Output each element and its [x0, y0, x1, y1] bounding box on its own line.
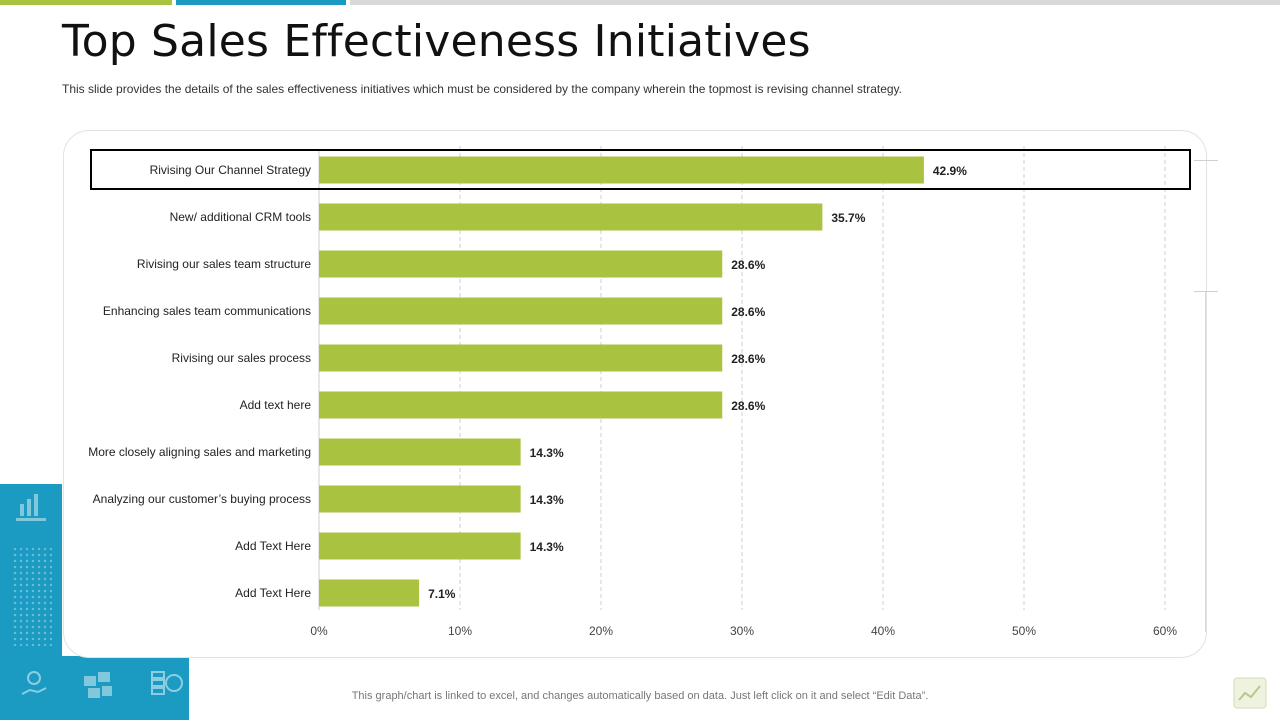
- data-label: 28.6%: [731, 352, 765, 366]
- data-label: 14.3%: [530, 540, 564, 554]
- footer-note: This graph/chart is linked to excel, and…: [351, 690, 929, 702]
- top-accent-blue: [176, 0, 346, 5]
- data-label: 35.7%: [831, 211, 865, 225]
- category-label: Enhancing sales team communications: [103, 304, 311, 318]
- bar: [319, 485, 521, 513]
- x-tick-label: 30%: [730, 624, 754, 638]
- growth-chart-icon: [16, 494, 46, 521]
- top-accent-grey: [350, 0, 1280, 5]
- coins-icon: [151, 671, 183, 695]
- bar: [319, 391, 723, 419]
- category-label: Add Text Here: [235, 539, 311, 553]
- page-title: Top Sales Effectiveness Initiatives: [62, 16, 811, 67]
- category-label: More closely aligning sales and marketin…: [88, 445, 311, 459]
- data-label: 7.1%: [428, 587, 456, 601]
- card-side-line: [1205, 292, 1206, 632]
- top-accent-green: [0, 0, 172, 5]
- data-label: 28.6%: [731, 258, 765, 272]
- bar: [319, 579, 420, 607]
- category-label: Add text here: [240, 398, 312, 412]
- puzzle-icon: [84, 672, 112, 698]
- card-tick-mid: [1194, 291, 1218, 292]
- bar: [319, 344, 723, 372]
- x-tick-label: 20%: [589, 624, 613, 638]
- data-label: 28.6%: [731, 305, 765, 319]
- category-label: Add Text Here: [235, 586, 311, 600]
- side-dot-pattern: [12, 546, 52, 646]
- excel-chart-icon: [1233, 677, 1267, 709]
- idea-hand-icon: [21, 671, 47, 695]
- data-label: 14.3%: [530, 493, 564, 507]
- card-tick-top: [1194, 160, 1218, 161]
- highlight-box: [90, 149, 1191, 190]
- bar: [319, 532, 521, 560]
- bar: [319, 250, 723, 278]
- x-tick-label: 0%: [310, 624, 328, 638]
- category-label: Analyzing our customer’s buying process: [93, 492, 311, 506]
- data-label: 28.6%: [731, 399, 765, 413]
- bar: [319, 297, 723, 325]
- data-label: 42.9%: [933, 164, 967, 178]
- x-tick-label: 60%: [1153, 624, 1177, 638]
- x-tick-label: 10%: [448, 624, 472, 638]
- category-label: New/ additional CRM tools: [170, 210, 311, 224]
- category-label: Rivising our sales team structure: [137, 257, 311, 271]
- data-label: 14.3%: [530, 446, 564, 460]
- bar: [319, 438, 521, 466]
- category-label: Rivising our sales process: [172, 351, 311, 365]
- x-tick-label: 50%: [1012, 624, 1036, 638]
- category-label: Rivising Our Channel Strategy: [150, 163, 311, 177]
- x-tick-label: 40%: [871, 624, 895, 638]
- page-subtitle: This slide provides the details of the s…: [62, 82, 902, 96]
- bar: [319, 203, 823, 231]
- bar: [319, 156, 924, 184]
